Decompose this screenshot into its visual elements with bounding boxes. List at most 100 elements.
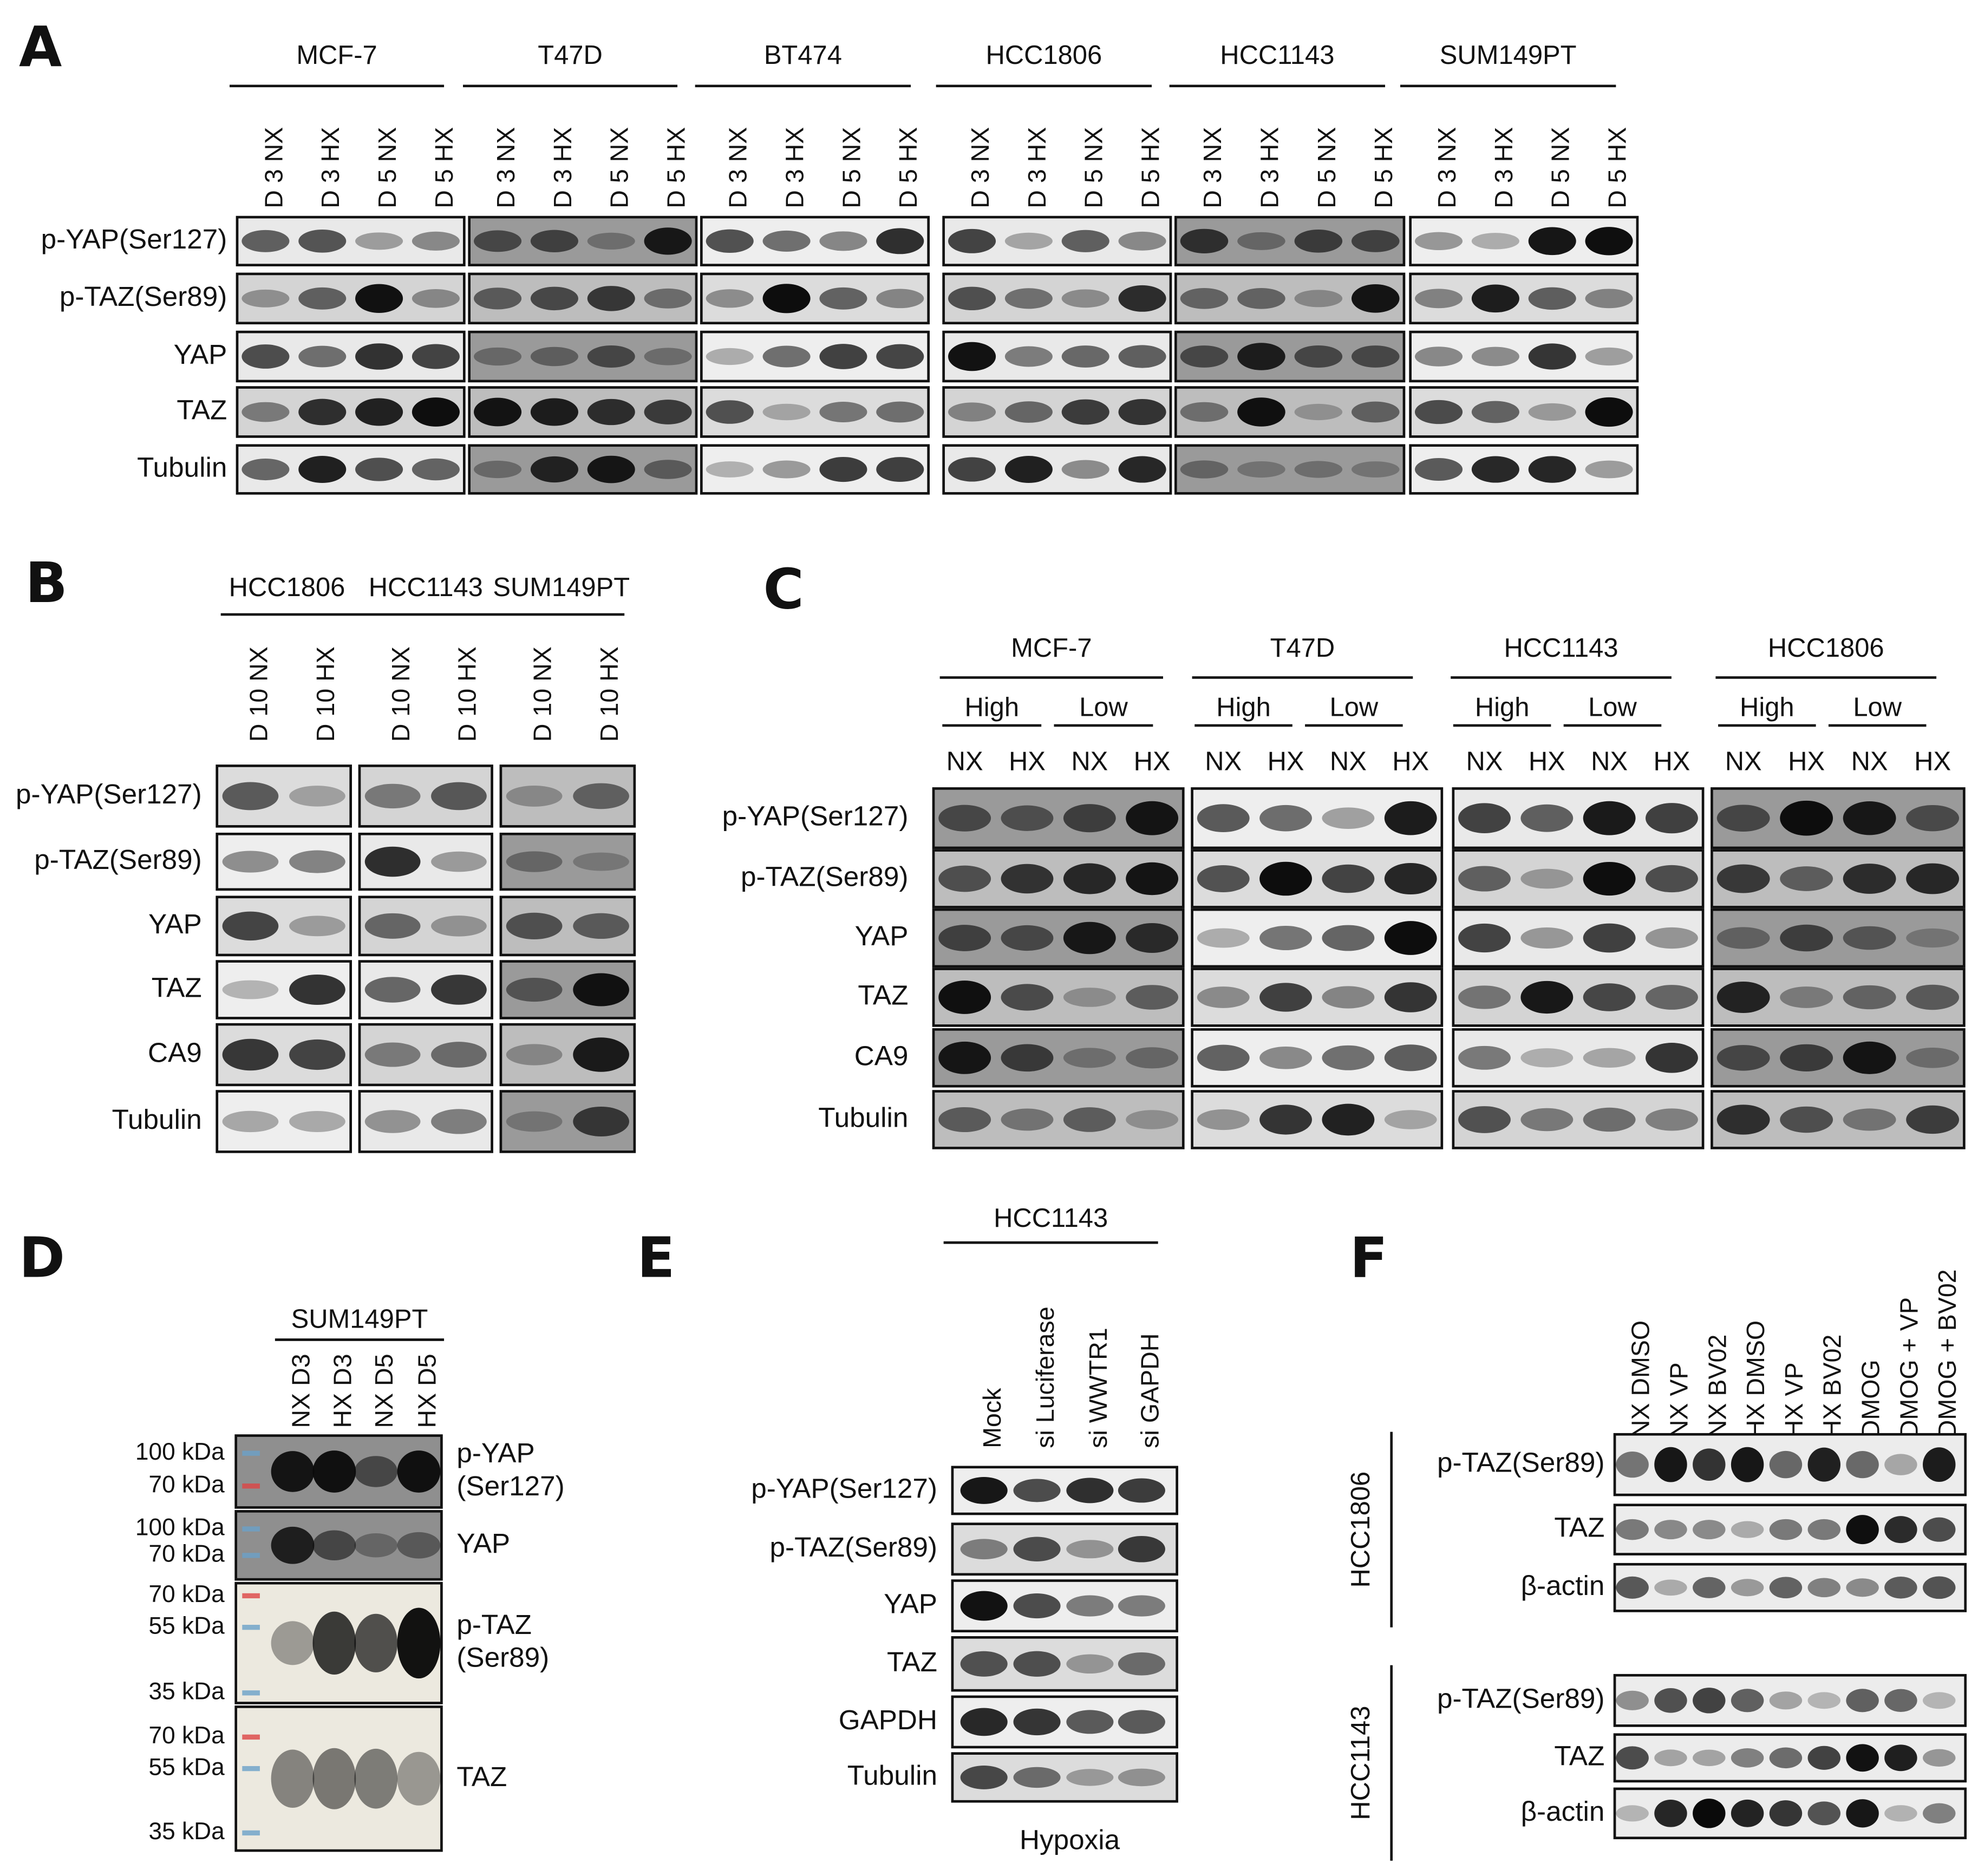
band bbox=[1126, 862, 1179, 895]
row-label: YAP bbox=[148, 908, 202, 939]
band bbox=[1654, 1520, 1687, 1540]
band bbox=[1384, 1044, 1437, 1071]
band bbox=[948, 342, 996, 371]
band bbox=[1780, 986, 1833, 1008]
band bbox=[1259, 861, 1313, 896]
lane-label: D 3 NX bbox=[1198, 127, 1226, 208]
band bbox=[1013, 1479, 1061, 1502]
marker-label: 70 kDa bbox=[148, 1722, 225, 1749]
band bbox=[573, 973, 629, 1006]
band bbox=[1259, 983, 1313, 1012]
band bbox=[1066, 1595, 1114, 1617]
lane-label: D 10 NX bbox=[528, 646, 557, 742]
band bbox=[1520, 927, 1574, 949]
lane-label: NX D3 bbox=[286, 1354, 315, 1428]
group-label: SUM149PT bbox=[1440, 41, 1577, 70]
row-label: TAZ bbox=[887, 1646, 937, 1677]
lane-label: D 10 NX bbox=[244, 646, 272, 742]
marker-label: 35 kDa bbox=[148, 1678, 225, 1705]
band bbox=[1180, 402, 1229, 422]
band bbox=[1013, 1537, 1061, 1561]
band bbox=[1716, 1045, 1770, 1071]
row-label: p-TAZ(Ser89) bbox=[60, 281, 227, 312]
row-label: p-TAZ(Ser89) bbox=[741, 861, 908, 892]
band bbox=[1654, 1749, 1687, 1767]
lane-label: NX bbox=[1725, 747, 1762, 776]
band bbox=[1322, 925, 1375, 951]
band bbox=[312, 1450, 356, 1493]
lane-label: D 10 HX bbox=[311, 646, 340, 742]
ladder-band bbox=[242, 1526, 260, 1532]
band bbox=[1616, 1746, 1649, 1770]
band bbox=[1259, 1046, 1313, 1069]
lane-label: D 10 HX bbox=[595, 646, 623, 742]
band bbox=[1126, 1047, 1179, 1069]
band bbox=[1237, 397, 1285, 427]
lane-label: D 5 NX bbox=[1313, 127, 1341, 208]
band bbox=[1322, 1045, 1375, 1070]
band bbox=[1646, 985, 1698, 1010]
marker-label: 70 kDa bbox=[148, 1581, 225, 1607]
band bbox=[364, 977, 421, 1003]
lane-label: si GAPDH bbox=[1135, 1334, 1164, 1448]
group-label: HCC1806 bbox=[229, 573, 345, 602]
row-label: TAZ bbox=[858, 980, 908, 1011]
band bbox=[1906, 928, 1960, 948]
band bbox=[948, 228, 996, 253]
band bbox=[1063, 863, 1116, 894]
band bbox=[431, 916, 487, 937]
lane-label: D 3 NX bbox=[1433, 127, 1461, 208]
band bbox=[431, 782, 487, 810]
row-label: CA9 bbox=[854, 1040, 909, 1071]
band bbox=[1066, 1769, 1114, 1786]
band bbox=[1458, 1106, 1511, 1133]
band bbox=[1180, 460, 1229, 479]
band bbox=[1693, 1520, 1726, 1540]
band bbox=[222, 782, 279, 810]
panel-label: C bbox=[763, 558, 804, 622]
band bbox=[644, 348, 692, 365]
row-label: p-TAZ(Ser89) bbox=[34, 844, 201, 875]
row-label: p-TAZ(Ser89) bbox=[770, 1532, 937, 1563]
row-label: p-TAZ(Ser89) bbox=[1437, 1683, 1604, 1714]
band bbox=[506, 1044, 563, 1066]
band bbox=[706, 289, 754, 308]
band bbox=[1061, 399, 1109, 425]
row-label: Tubulin bbox=[112, 1104, 202, 1135]
band bbox=[1716, 927, 1770, 949]
lane-label: D 5 NX bbox=[1546, 127, 1575, 208]
band bbox=[1351, 345, 1400, 368]
band bbox=[960, 1651, 1008, 1677]
ladder-band bbox=[242, 1450, 260, 1456]
band bbox=[1061, 345, 1109, 368]
lane-label: D 3 HX bbox=[1490, 127, 1518, 208]
band bbox=[1693, 1448, 1726, 1481]
group-label: MCF-7 bbox=[1011, 633, 1092, 663]
band bbox=[1693, 1749, 1726, 1767]
blot bbox=[468, 330, 698, 383]
band bbox=[241, 458, 290, 481]
lane-label: DMOG + BV02 bbox=[1933, 1269, 1961, 1438]
band bbox=[1126, 1110, 1179, 1129]
marker-label: 55 kDa bbox=[148, 1612, 225, 1639]
row-label: β-actin bbox=[1521, 1796, 1605, 1827]
condition-label: High bbox=[1216, 693, 1271, 722]
lane-label: si Luciferase bbox=[1031, 1306, 1059, 1448]
lane-label: HX bbox=[1529, 747, 1565, 776]
ladder-band bbox=[242, 1625, 260, 1630]
band bbox=[289, 850, 345, 873]
band bbox=[1066, 1540, 1114, 1559]
lane-label: NX bbox=[1591, 747, 1628, 776]
blot bbox=[1409, 272, 1639, 325]
band bbox=[397, 1532, 441, 1559]
band bbox=[506, 977, 563, 1002]
band bbox=[1063, 804, 1116, 833]
band bbox=[819, 231, 867, 251]
band bbox=[1118, 285, 1166, 312]
band bbox=[876, 401, 924, 423]
band bbox=[1528, 287, 1576, 310]
band bbox=[1654, 1579, 1687, 1596]
lane-label: D 10 HX bbox=[453, 646, 481, 742]
band bbox=[506, 1111, 563, 1132]
band bbox=[1180, 228, 1229, 253]
